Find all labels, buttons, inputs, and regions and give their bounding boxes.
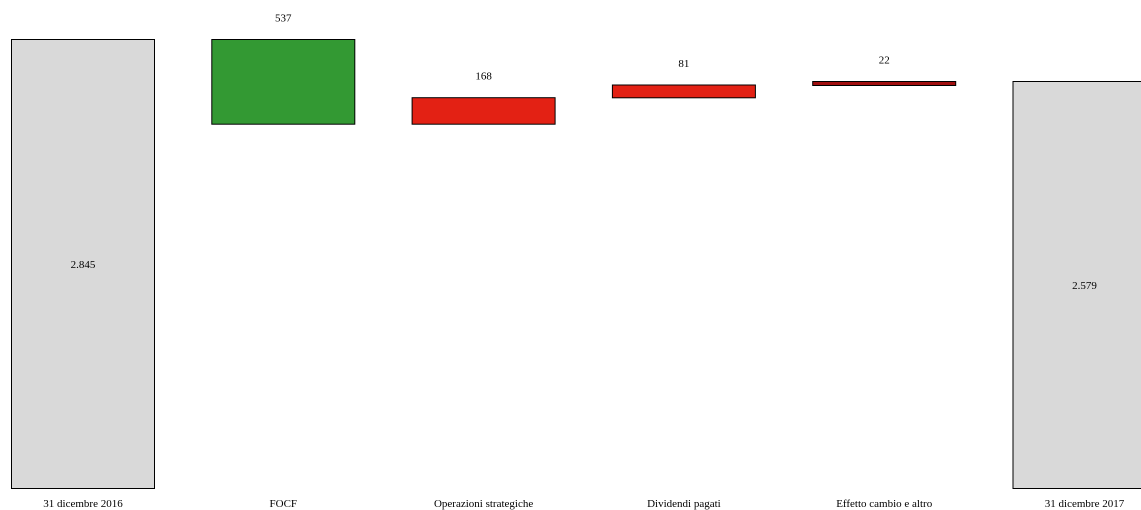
bars <box>11 39 1141 489</box>
bar-1 <box>11 39 155 489</box>
bar-2 <box>211 39 356 125</box>
x-tick-label-6: 31 dicembre 2017 <box>1045 498 1125 510</box>
data-label-3: 168 <box>475 71 492 83</box>
data-label-6: 2.579 <box>1072 280 1097 292</box>
data-label-1: 2.845 <box>71 259 96 271</box>
x-tick-label-3: Operazioni strategiche <box>434 498 533 510</box>
x-axis-tick-labels: 31 dicembre 2016 FOCF Operazioni strategic… <box>43 498 1124 510</box>
bar-6 <box>1012 81 1141 489</box>
data-label-2: 537 <box>275 13 292 25</box>
bar-5 <box>812 81 957 86</box>
x-tick-label-5: Effetto cambio e altro <box>836 498 933 510</box>
data-label-4: 81 <box>678 58 689 70</box>
x-tick-label-2: FOCF <box>270 498 298 510</box>
data-labels: 2.845 537 168 81 22 2.579 <box>71 13 1098 293</box>
bar-3 <box>411 97 556 125</box>
x-tick-label-1: 31 dicembre 2016 <box>43 498 123 510</box>
x-tick-label-4: Dividendi pagati <box>647 498 721 510</box>
bar-4 <box>611 84 756 99</box>
data-label-5: 22 <box>879 55 890 67</box>
